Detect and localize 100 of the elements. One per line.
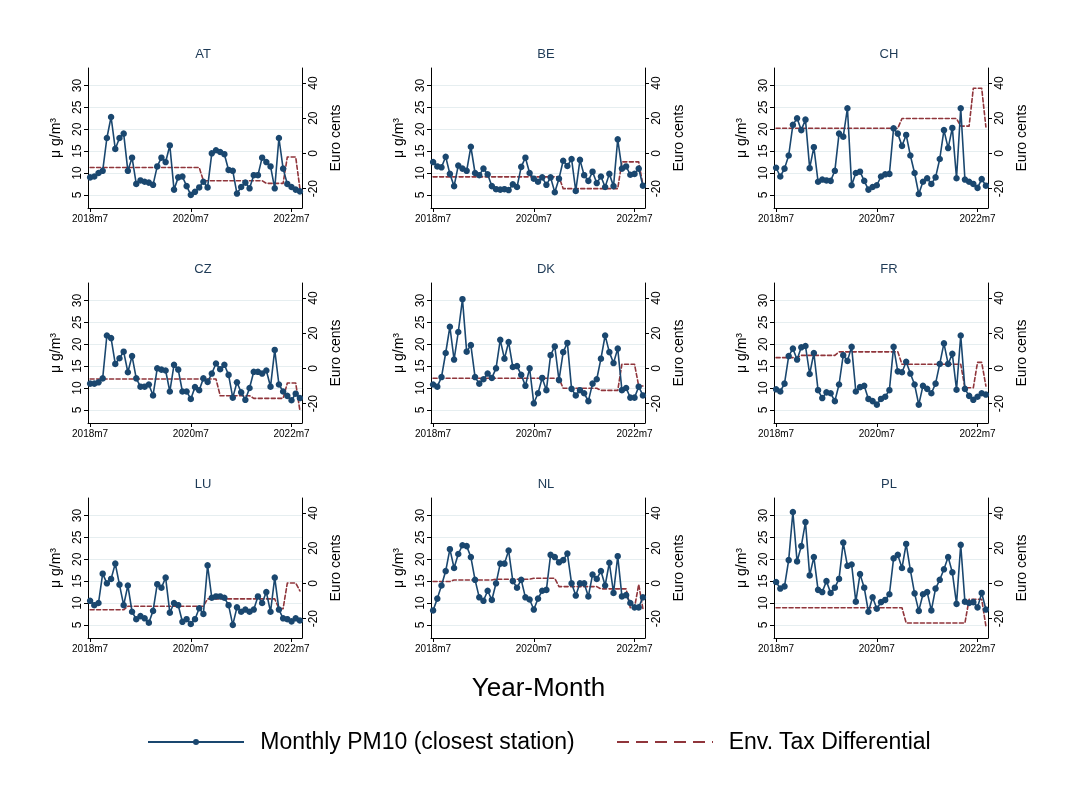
point <box>505 338 512 346</box>
point <box>547 174 554 181</box>
point <box>944 553 952 561</box>
point <box>455 550 462 558</box>
point <box>200 178 207 185</box>
y-tick-label: 30 <box>413 78 427 93</box>
point <box>568 155 575 163</box>
x-tick-label: 2022m7 <box>616 212 654 224</box>
y-tick-label: 30 <box>70 293 84 308</box>
x-tick-label: 2022m7 <box>959 212 997 224</box>
point <box>438 164 445 171</box>
point <box>932 174 939 181</box>
point <box>296 617 304 624</box>
point <box>99 167 106 175</box>
point <box>827 589 834 597</box>
point <box>572 187 580 195</box>
point <box>284 180 291 188</box>
y2-tick-label: 0 <box>649 579 663 587</box>
point <box>798 126 805 134</box>
point <box>978 589 985 597</box>
y2-tick-label: 40 <box>306 290 320 305</box>
point <box>112 360 119 368</box>
point <box>798 542 805 550</box>
y-tick-label: 25 <box>70 530 84 545</box>
point <box>107 113 115 121</box>
x-tick-label: 2022m7 <box>616 427 654 439</box>
point <box>559 157 567 164</box>
point <box>200 610 207 618</box>
point <box>923 588 931 596</box>
point <box>162 158 169 166</box>
y-tick-label: 25 <box>70 100 84 115</box>
y2-tick-label: 20 <box>649 541 663 555</box>
point <box>827 177 834 185</box>
y-axis-title: μ g/m³ <box>733 117 749 158</box>
point <box>886 170 893 178</box>
y-tick-label: 20 <box>70 122 84 136</box>
point <box>166 609 174 616</box>
point <box>446 170 454 178</box>
point <box>166 142 174 149</box>
y-tick-label: 25 <box>413 315 427 330</box>
y2-tick-label: 40 <box>992 75 1006 90</box>
point <box>789 121 797 129</box>
x-tick-label: 2018m7 <box>415 212 452 224</box>
y2-tick-label: 40 <box>649 505 663 520</box>
y-tick-label: 15 <box>70 574 84 588</box>
y-tick-label: 15 <box>413 144 427 158</box>
point <box>263 158 270 166</box>
x-tick-label: 2022m7 <box>616 642 654 654</box>
point <box>835 381 843 388</box>
point <box>480 597 487 605</box>
y-tick-label: 15 <box>413 574 427 588</box>
y2-tick-label: 40 <box>992 290 1006 305</box>
point <box>183 182 190 190</box>
point <box>852 388 860 395</box>
point <box>890 125 897 132</box>
point <box>810 553 818 561</box>
chart-title: CZ <box>194 261 212 276</box>
point <box>852 598 860 605</box>
point <box>463 542 470 550</box>
point <box>296 188 304 195</box>
y-tick-label: 30 <box>413 508 427 523</box>
x-axis-title: Year-Month <box>470 672 607 703</box>
point <box>593 376 600 383</box>
point <box>949 569 956 576</box>
point <box>781 380 788 387</box>
point <box>974 184 981 192</box>
x-tick-label: 2020m7 <box>172 427 210 439</box>
point <box>923 175 931 182</box>
point <box>488 374 496 382</box>
point <box>187 395 195 403</box>
point <box>204 562 211 569</box>
point <box>242 179 249 186</box>
point <box>907 566 914 574</box>
point <box>463 167 470 175</box>
point <box>580 171 588 179</box>
y2-axis-title: Euro cents <box>670 534 686 602</box>
y2-axis-title: Euro cents <box>327 534 343 602</box>
y-tick-label: 25 <box>756 315 770 330</box>
point <box>568 385 575 393</box>
point <box>585 397 592 405</box>
y-axis-title: μ g/m³ <box>390 547 406 588</box>
point <box>116 355 123 362</box>
point <box>149 392 157 399</box>
x-tick-label: 2018m7 <box>758 642 795 654</box>
point <box>246 185 253 192</box>
point <box>250 606 257 613</box>
point <box>442 153 449 161</box>
point <box>974 604 981 611</box>
y-tick-label: 25 <box>756 100 770 115</box>
point <box>534 595 542 602</box>
point <box>568 580 575 587</box>
point <box>919 178 927 185</box>
point <box>593 179 600 187</box>
point <box>120 130 127 137</box>
point <box>509 577 517 585</box>
point <box>564 339 571 347</box>
point <box>823 577 830 585</box>
point <box>827 390 834 397</box>
y-tick-label: 15 <box>70 359 84 373</box>
point <box>242 396 249 404</box>
